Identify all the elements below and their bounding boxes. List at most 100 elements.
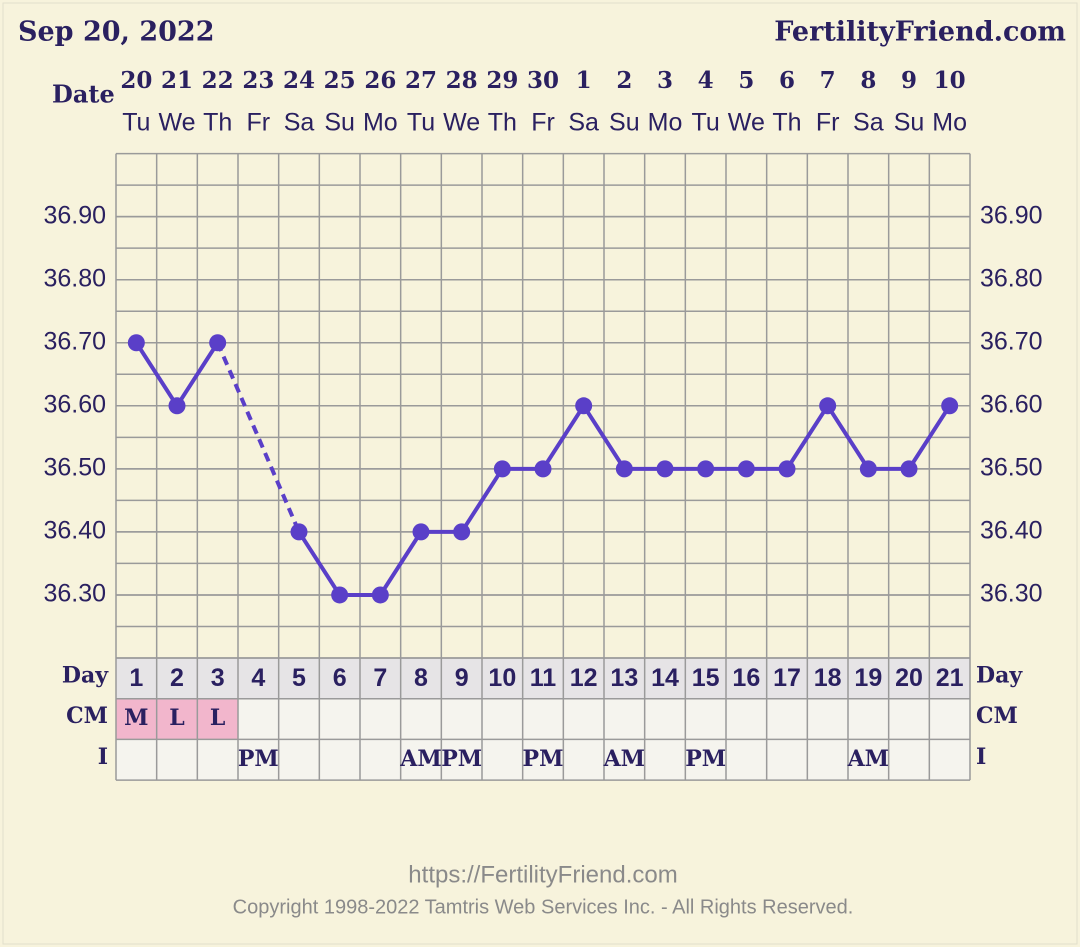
- row-label-right: Day: [976, 662, 1023, 688]
- day-cell: [848, 658, 889, 699]
- i-cell: [319, 739, 360, 781]
- day-number: 13: [610, 664, 638, 692]
- temperature-point: [412, 523, 430, 541]
- temperature-point: [941, 397, 959, 415]
- i-value: AM: [847, 746, 889, 772]
- i-value: AM: [603, 746, 645, 772]
- chart-title: Sep 20, 2022: [18, 17, 214, 48]
- day-cell: [929, 658, 970, 699]
- temperature-point: [819, 397, 837, 415]
- row-label-right: I: [976, 744, 986, 770]
- x-tick-label: 8: [860, 67, 876, 94]
- i-cell: [156, 739, 198, 781]
- day-cell: [604, 658, 645, 699]
- i-cell: [278, 739, 320, 781]
- x-tick-label: 26: [364, 67, 396, 94]
- temperature-point: [371, 586, 389, 604]
- x-tick-label: 5: [738, 67, 754, 94]
- x-tick-label: 23: [242, 67, 274, 94]
- cm-value: M: [124, 705, 148, 731]
- y-tick-label: 36.30: [43, 580, 106, 608]
- day-number: 21: [936, 664, 964, 692]
- i-cell: [685, 739, 726, 781]
- y-tick-label-right: 36.80: [980, 264, 1043, 292]
- cm-cell: [116, 698, 157, 740]
- i-value: PM: [523, 746, 564, 772]
- i-cell: [726, 739, 767, 781]
- i-cell: [360, 739, 401, 781]
- i-cell: [929, 739, 970, 781]
- day-cell: [766, 658, 808, 699]
- row-label-right: CM: [976, 703, 1018, 729]
- x-tick-label: 28: [446, 67, 478, 94]
- i-cell: [888, 739, 930, 781]
- weekday-label: Th: [203, 109, 232, 137]
- weekday-label: Mo: [648, 109, 683, 137]
- weekday-label: Su: [894, 109, 925, 137]
- row-label: CM: [66, 703, 108, 729]
- day-number: 19: [854, 664, 882, 692]
- i-cell: [522, 739, 564, 781]
- row-label: I: [98, 744, 108, 770]
- day-number: 6: [333, 664, 347, 692]
- y-tick-label: 36.40: [43, 517, 106, 545]
- cm-cell: [807, 698, 848, 740]
- day-number: 14: [651, 664, 679, 692]
- cm-value: L: [210, 705, 225, 731]
- cm-cell: [929, 698, 970, 740]
- i-value: PM: [685, 746, 726, 772]
- i-cell: [807, 739, 848, 781]
- cm-cell: [563, 698, 604, 740]
- day-number: 4: [251, 664, 265, 692]
- x-tick-label: 25: [324, 67, 356, 94]
- weekday-label: Th: [488, 109, 517, 137]
- cm-cell: [360, 698, 401, 740]
- day-number: 7: [373, 664, 387, 692]
- weekday-label: Mo: [932, 109, 967, 137]
- weekday-label: Fr: [247, 109, 271, 137]
- temperature-point: [656, 460, 674, 478]
- i-cell: [563, 739, 604, 781]
- i-cell: [116, 739, 157, 781]
- cm-cell: [482, 698, 523, 740]
- day-number: 9: [455, 664, 469, 692]
- temperature-point: [575, 397, 593, 415]
- cm-cell: [848, 698, 889, 740]
- cm-cell: [278, 698, 320, 740]
- x-tick-label: 21: [161, 67, 193, 94]
- day-cell: [360, 658, 401, 699]
- day-number: 3: [211, 664, 225, 692]
- weekday-label: Mo: [363, 109, 398, 137]
- weekday-label: Sa: [284, 109, 315, 137]
- cm-cell: [197, 698, 238, 740]
- cm-cell: [888, 698, 930, 740]
- y-tick-label: 36.80: [43, 264, 106, 292]
- temperature-point: [168, 397, 186, 415]
- day-cell: [685, 658, 726, 699]
- weekday-label: Fr: [531, 109, 555, 137]
- day-cell: [726, 658, 767, 699]
- i-value: PM: [238, 746, 279, 772]
- cm-cell: [238, 698, 279, 740]
- x-tick-label: 24: [283, 67, 315, 94]
- weekday-label: We: [443, 109, 480, 137]
- temperature-point: [127, 334, 145, 352]
- y-tick-label: 36.90: [43, 201, 106, 229]
- day-cell: [563, 658, 604, 699]
- day-number: 5: [292, 664, 306, 692]
- i-cell: [482, 739, 523, 781]
- gap-bridge: [215, 341, 301, 533]
- day-cell: [319, 658, 360, 699]
- day-cell: [116, 658, 157, 699]
- y-tick-label-right: 36.70: [980, 327, 1043, 355]
- y-tick-label-right: 36.60: [980, 390, 1043, 418]
- i-cell: [197, 739, 238, 781]
- y-tick-label: 36.50: [43, 453, 106, 481]
- y-tick-label-right: 36.50: [980, 453, 1043, 481]
- i-value: AM: [399, 746, 441, 772]
- temperature-point: [493, 460, 511, 478]
- y-tick-label: 36.60: [43, 390, 106, 418]
- x-tick-label: 9: [901, 67, 917, 94]
- i-cell: [604, 739, 645, 781]
